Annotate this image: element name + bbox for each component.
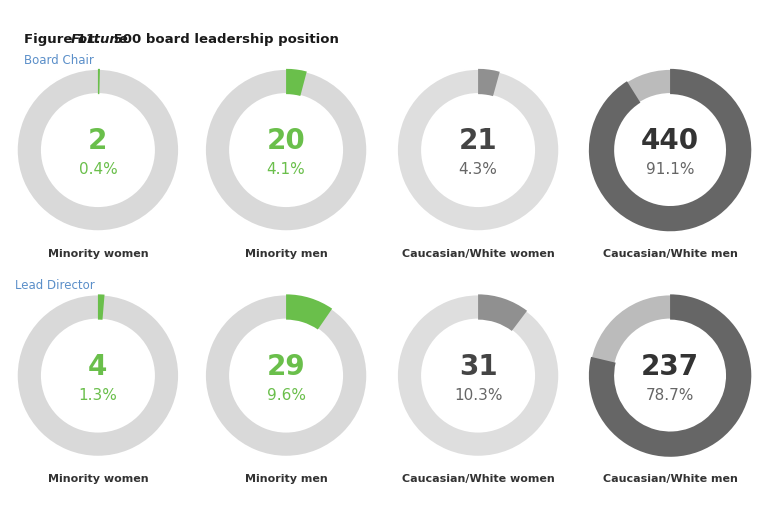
Text: Minority women: Minority women xyxy=(48,248,148,259)
Text: 237: 237 xyxy=(641,352,699,381)
Text: 0.4%: 0.4% xyxy=(78,162,118,177)
Text: Minority men: Minority men xyxy=(245,248,327,259)
Text: 1.3%: 1.3% xyxy=(78,388,118,403)
Text: 440: 440 xyxy=(641,127,699,155)
Text: 29: 29 xyxy=(266,352,306,381)
Text: 500 board leadership position: 500 board leadership position xyxy=(109,33,339,46)
Text: Caucasian/White men: Caucasian/White men xyxy=(603,474,737,484)
Wedge shape xyxy=(478,69,500,96)
Text: 4.3%: 4.3% xyxy=(458,162,498,177)
Wedge shape xyxy=(286,294,332,329)
Text: 2: 2 xyxy=(88,127,108,155)
Text: 91.1%: 91.1% xyxy=(646,162,694,177)
Wedge shape xyxy=(286,69,306,96)
Text: Board Chair: Board Chair xyxy=(25,54,94,67)
Text: 21: 21 xyxy=(458,127,498,155)
Wedge shape xyxy=(397,69,559,231)
Text: Minority women: Minority women xyxy=(48,474,148,484)
Wedge shape xyxy=(589,69,751,231)
Text: Caucasian/White women: Caucasian/White women xyxy=(402,474,554,484)
Wedge shape xyxy=(205,69,367,231)
Wedge shape xyxy=(478,294,527,331)
Wedge shape xyxy=(17,69,179,231)
Text: Figure 11.: Figure 11. xyxy=(25,33,105,46)
Text: 78.7%: 78.7% xyxy=(646,388,694,403)
Wedge shape xyxy=(17,294,179,457)
Text: Caucasian/White men: Caucasian/White men xyxy=(603,248,737,259)
Text: 9.6%: 9.6% xyxy=(266,388,306,403)
Wedge shape xyxy=(589,294,751,457)
Wedge shape xyxy=(589,294,751,457)
Wedge shape xyxy=(397,294,559,457)
Text: Minority men: Minority men xyxy=(245,474,327,484)
Text: 31: 31 xyxy=(458,352,498,381)
Text: Fortune: Fortune xyxy=(71,33,128,46)
Text: 20: 20 xyxy=(266,127,306,155)
Wedge shape xyxy=(98,294,104,320)
Wedge shape xyxy=(589,69,751,231)
Text: Lead Director: Lead Director xyxy=(15,279,95,292)
Wedge shape xyxy=(205,294,367,457)
Text: 10.3%: 10.3% xyxy=(454,388,502,403)
Text: 4: 4 xyxy=(88,352,108,381)
Wedge shape xyxy=(98,69,100,94)
Text: 4.1%: 4.1% xyxy=(266,162,306,177)
Text: Caucasian/White women: Caucasian/White women xyxy=(402,248,554,259)
